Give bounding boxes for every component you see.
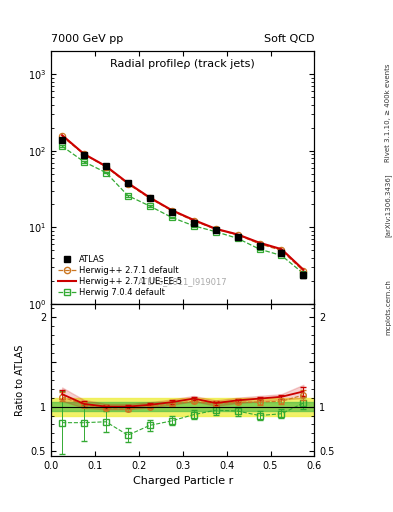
Text: Soft QCD: Soft QCD	[264, 33, 314, 44]
Text: Radial profileρ (track jets): Radial profileρ (track jets)	[110, 59, 255, 69]
Text: mcplots.cern.ch: mcplots.cern.ch	[385, 279, 391, 335]
X-axis label: Charged Particle r: Charged Particle r	[132, 476, 233, 486]
Text: 7000 GeV pp: 7000 GeV pp	[51, 33, 123, 44]
Text: ATLAS_2011_I919017: ATLAS_2011_I919017	[138, 278, 228, 286]
Y-axis label: Ratio to ATLAS: Ratio to ATLAS	[15, 344, 25, 416]
Legend: ATLAS, Herwig++ 2.7.1 default, Herwig++ 2.7.1 UE-EE-5, Herwig 7.0.4 default: ATLAS, Herwig++ 2.7.1 default, Herwig++ …	[54, 252, 186, 301]
Text: Rivet 3.1.10, ≥ 400k events: Rivet 3.1.10, ≥ 400k events	[385, 63, 391, 162]
Text: [arXiv:1306.3436]: [arXiv:1306.3436]	[384, 173, 391, 237]
